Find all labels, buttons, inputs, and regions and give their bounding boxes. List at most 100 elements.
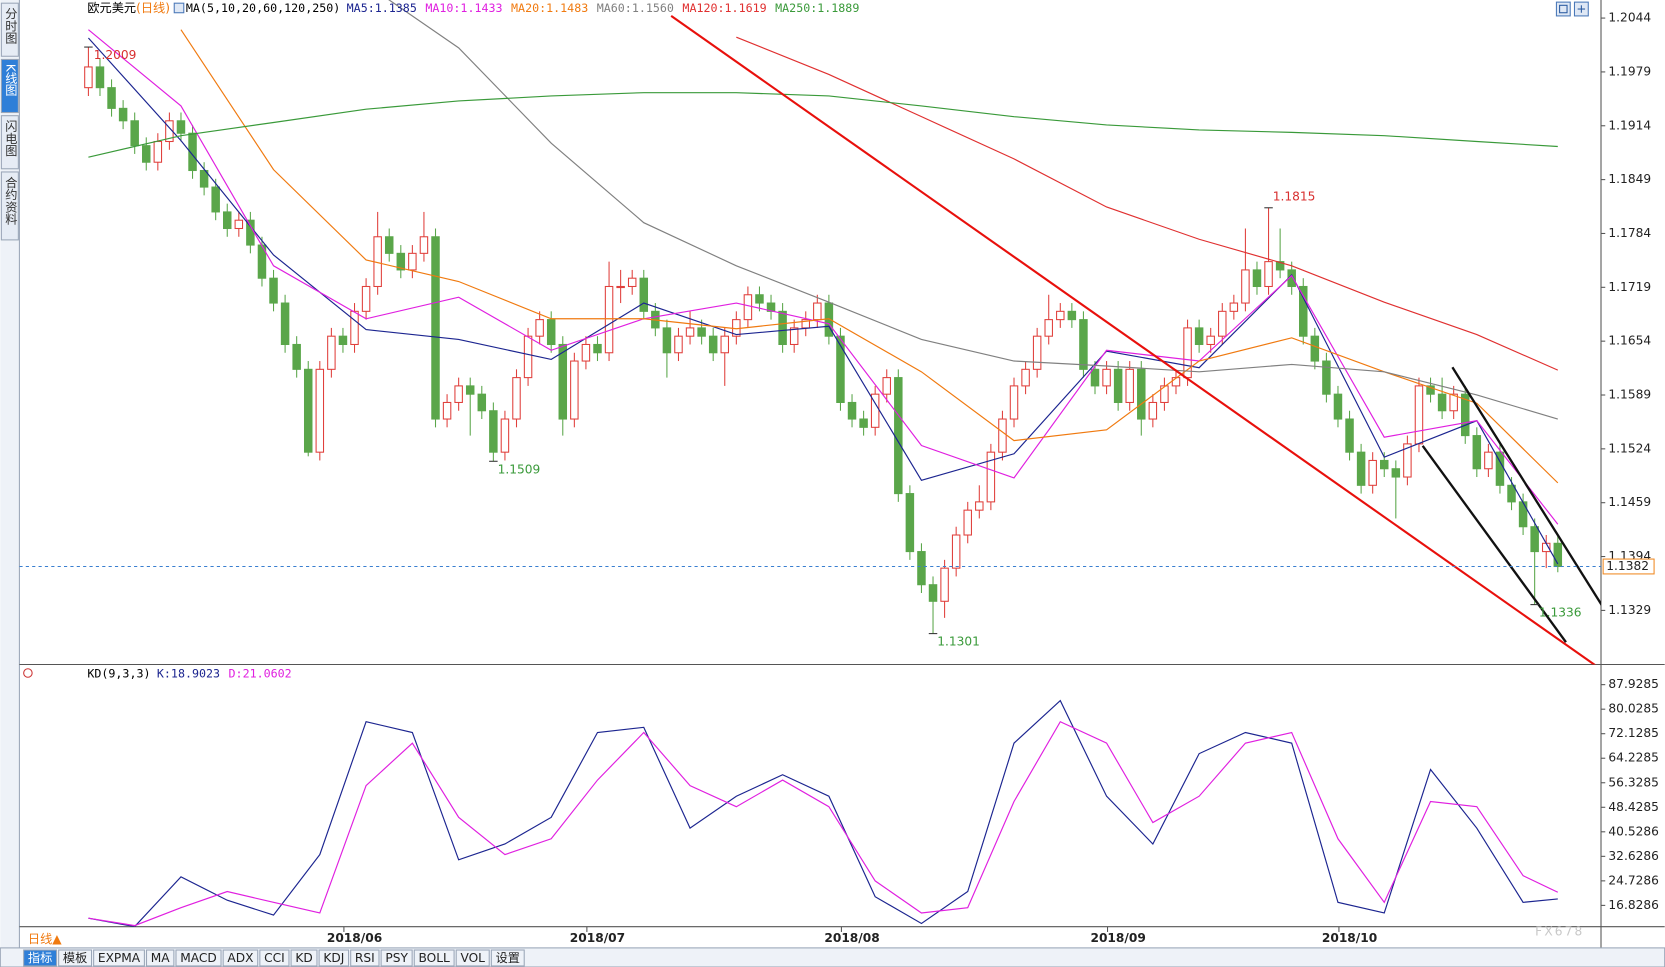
- extreme-label: 1.1301: [937, 635, 980, 649]
- trend-line: [670, 15, 1597, 665]
- sidebar-tab-label[interactable]: 闪电图: [3, 120, 17, 157]
- y-tick-label: 1.1589: [1608, 388, 1651, 402]
- candle-body: [1460, 393, 1470, 437]
- candle-body: [142, 145, 151, 163]
- legend-icon[interactable]: [173, 2, 185, 14]
- candle-body: [639, 277, 649, 312]
- candle-body: [1333, 393, 1343, 420]
- kd-tick-label: 80.0285: [1608, 702, 1658, 716]
- kd-params: KD(9,3,3): [87, 667, 150, 681]
- y-tick-label: 1.1524: [1608, 441, 1651, 455]
- toolbar-item[interactable]: KD: [295, 951, 312, 965]
- candle-body: [570, 360, 579, 420]
- ma-params: MA(5,10,20,60,120,250): [186, 1, 340, 15]
- candle-body: [523, 335, 533, 379]
- toolbar-item[interactable]: PSY: [385, 951, 408, 965]
- toolbar-item[interactable]: RSI: [355, 951, 375, 965]
- legend-entry: D:21.0602: [229, 667, 292, 681]
- toolbar-item[interactable]: CCI: [264, 951, 285, 965]
- candle-body: [292, 343, 301, 370]
- y-tick-label: 1.1979: [1608, 64, 1651, 78]
- candle-body: [361, 285, 371, 312]
- toolbar-button[interactable]: [290, 949, 318, 967]
- toolbar-button[interactable]: [58, 949, 93, 967]
- candle-body: [1484, 451, 1493, 470]
- toolbar-button[interactable]: [318, 949, 350, 967]
- toolbar-item[interactable]: 指标: [28, 950, 52, 965]
- sidebar-tab[interactable]: [0, 58, 19, 114]
- toolbar-button[interactable]: [222, 949, 259, 967]
- candle-body: [408, 252, 417, 271]
- series-line: [88, 92, 1558, 158]
- toolbar-item[interactable]: KDJ: [323, 951, 344, 965]
- toolbar-button[interactable]: [490, 949, 525, 967]
- toolbar-item[interactable]: BOLL: [419, 951, 451, 965]
- toolbar-button[interactable]: [455, 949, 490, 967]
- series-line: [736, 36, 1559, 371]
- x-tick-label: 2018/10: [1322, 931, 1377, 945]
- period-button[interactable]: 日线▲: [28, 932, 62, 946]
- candle-body: [130, 120, 139, 147]
- candle-body: [917, 551, 926, 586]
- candle-body: [951, 534, 961, 569]
- kd-settings-icon[interactable]: [23, 668, 33, 678]
- y-tick-label: 1.1459: [1608, 495, 1651, 509]
- candle-body: [95, 66, 105, 89]
- candle-body: [1229, 302, 1239, 312]
- candle-body: [107, 87, 116, 109]
- toolbar-button[interactable]: [413, 949, 455, 967]
- legend-entry: MA20:1.1483: [511, 1, 588, 15]
- icon-restore[interactable]: [1555, 1, 1571, 17]
- candle-body: [859, 418, 868, 428]
- candle-body: [1264, 261, 1273, 288]
- candle-body: [813, 302, 822, 321]
- toolbar-item[interactable]: EXPMA: [98, 951, 141, 965]
- candle-body: [975, 501, 984, 511]
- y-tick-label: 1.1784: [1608, 226, 1651, 240]
- extreme-label: 1.1815: [1273, 190, 1316, 204]
- series-line: [88, 29, 1559, 525]
- toolbar-button[interactable]: [145, 949, 175, 967]
- candle-body: [1021, 368, 1030, 387]
- candle-body: [789, 327, 799, 346]
- toolbar-button[interactable]: [259, 949, 290, 967]
- y-tick-label: 1.1849: [1608, 172, 1651, 186]
- sidebar-tab-label[interactable]: 分时图: [3, 7, 17, 44]
- candle-body: [188, 132, 197, 172]
- trend-lines: [670, 15, 1602, 665]
- period-label: (日线): [136, 1, 170, 15]
- sidebar-tab[interactable]: [0, 171, 19, 241]
- sidebar-tab[interactable]: [0, 115, 19, 170]
- sidebar-tab-label[interactable]: K线图: [3, 64, 17, 96]
- candle-body: [604, 285, 614, 354]
- toolbar-button[interactable]: [93, 949, 145, 967]
- toolbar-item[interactable]: 模板: [63, 951, 87, 965]
- y-tick-label: 1.2044: [1608, 11, 1651, 25]
- sidebar-tab-label[interactable]: 合约资料: [3, 175, 17, 225]
- toolbar-button[interactable]: [23, 949, 58, 967]
- candle-body: [1380, 459, 1389, 470]
- candle-body: [558, 343, 568, 420]
- sidebar-tab[interactable]: [0, 2, 19, 57]
- series-line: [180, 29, 1559, 484]
- toolbar-button[interactable]: [380, 949, 413, 967]
- candle-body: [1056, 310, 1065, 321]
- candle-body: [1252, 269, 1262, 288]
- toolbar-button[interactable]: [350, 949, 380, 967]
- candle-body: [627, 277, 637, 288]
- candle-body: [1009, 385, 1019, 420]
- y-tick-label: 1.1719: [1608, 280, 1651, 294]
- kd-tick-label: 40.5286: [1608, 824, 1658, 838]
- candle-body: [1206, 335, 1215, 346]
- candle-body: [500, 418, 510, 453]
- toolbar-item[interactable]: 设置: [496, 951, 520, 965]
- toolbar-item[interactable]: MA: [151, 951, 171, 965]
- toolbar-item[interactable]: MACD: [180, 951, 217, 965]
- candle-body: [1310, 335, 1320, 362]
- toolbar-button[interactable]: [175, 949, 222, 967]
- toolbar-item[interactable]: VOL: [460, 951, 485, 965]
- candle-body: [350, 310, 359, 346]
- toolbar-item[interactable]: ADX: [227, 951, 253, 965]
- candle-body: [963, 509, 972, 536]
